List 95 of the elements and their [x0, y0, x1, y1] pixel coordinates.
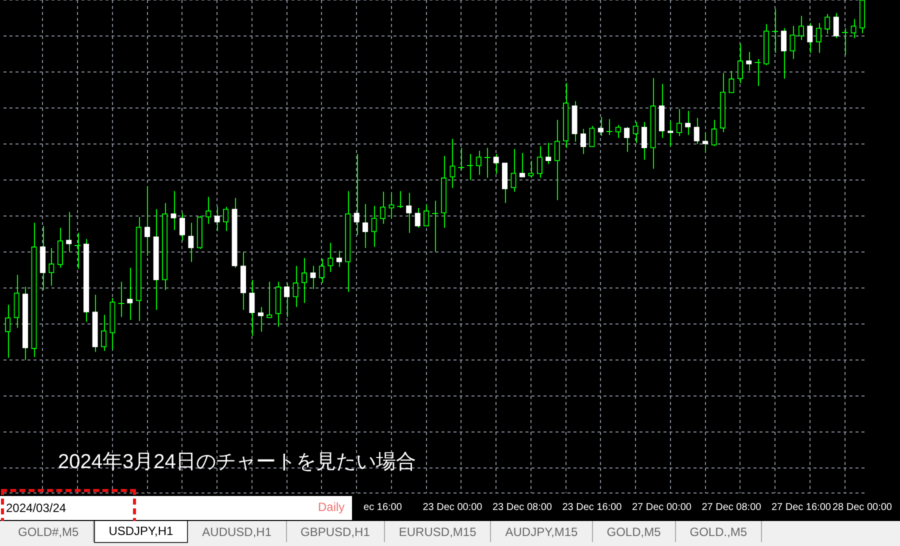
candlestick	[424, 204, 430, 226]
candlestick	[702, 132, 708, 152]
text: EURUSD,M15	[384, 521, 492, 542]
x-tick-label: 23 Dec 00:00	[422, 502, 483, 513]
candlestick	[144, 186, 150, 256]
candlestick	[632, 121, 638, 144]
x-tick-label: 27 Dec 00:00	[632, 502, 692, 513]
candlestick	[66, 211, 72, 252]
candlestick	[318, 258, 325, 284]
candlestick	[615, 124, 621, 138]
candlestick	[362, 204, 368, 248]
text: GOLD#,M5	[4, 521, 94, 542]
candlestick	[790, 25, 796, 60]
candlestick	[754, 58, 762, 87]
candlestick	[328, 242, 334, 273]
candlestick	[414, 207, 420, 228]
candlestick	[336, 250, 342, 268]
candlestick	[406, 192, 412, 234]
candlestick	[100, 314, 107, 352]
candlestick	[249, 279, 255, 336]
candlestick	[432, 200, 439, 252]
candlestick	[48, 247, 54, 286]
candlestick	[206, 196, 212, 224]
candlestick	[371, 205, 377, 248]
text: AUDUSD,H1	[188, 521, 287, 542]
candlestick	[850, 18, 856, 39]
text: USDJPY,H1	[94, 521, 188, 543]
candlestick	[214, 206, 220, 232]
candlestick	[624, 126, 630, 152]
candlestick	[676, 108, 682, 137]
candlestick	[118, 281, 125, 318]
candlestick	[519, 152, 526, 178]
candlestick	[694, 118, 700, 144]
candlestick	[824, 14, 830, 34]
candlestick	[388, 192, 394, 219]
text: 2024年3月24日のチャートを見たい場合	[58, 450, 416, 475]
candlestick	[598, 116, 604, 137]
candlestick	[589, 125, 595, 148]
candlestick	[476, 150, 482, 176]
candlestick	[737, 43, 744, 84]
candlestick	[127, 267, 133, 320]
candlestick	[450, 138, 456, 188]
candlestick	[711, 119, 717, 147]
candlestick	[833, 12, 839, 39]
x-tick-label: 28 Dec 00:00	[832, 502, 892, 513]
candlestick	[458, 147, 465, 170]
x-tick-label: 23 Dec 08:00	[492, 502, 552, 513]
text: AUDJPY,M15	[491, 521, 593, 542]
candlestick	[301, 258, 308, 304]
candlestick	[380, 191, 386, 224]
candlestick	[772, 8, 779, 54]
x-tick-label: ec 16:00	[364, 502, 402, 513]
candlestick	[466, 154, 474, 180]
candlestick	[510, 148, 516, 192]
candlestick	[354, 154, 360, 236]
candlestick	[310, 265, 316, 290]
x-tick-label: 23 Dec 16:00	[562, 502, 622, 513]
candlestick	[746, 51, 752, 72]
candlestick	[14, 274, 20, 328]
x-tick-label: 27 Dec 08:00	[702, 502, 762, 513]
text: GOLD,M5	[592, 521, 676, 542]
candlestick	[396, 190, 404, 208]
candlestick	[266, 281, 272, 318]
candlestick	[841, 28, 848, 56]
candlestick	[5, 304, 11, 358]
candlestick	[222, 206, 229, 232]
candlestick	[57, 227, 63, 268]
candlestick	[780, 28, 787, 80]
text: Daily	[318, 500, 345, 514]
candlestick	[74, 232, 82, 270]
candlestick	[807, 22, 813, 54]
candlestick	[546, 142, 552, 165]
candlestick	[284, 282, 290, 318]
candlestick	[798, 15, 804, 40]
candlestick	[658, 83, 665, 138]
candlestick	[170, 190, 176, 230]
candlestick	[606, 118, 613, 136]
candlestick	[728, 70, 734, 94]
candlestick	[816, 22, 822, 54]
candlestick	[580, 128, 586, 155]
candlestick	[536, 146, 542, 178]
candlestick	[528, 160, 534, 178]
candlestick	[641, 121, 648, 160]
text: 2024/03/24	[6, 501, 66, 515]
x-tick-label: 27 Dec 16:00	[771, 502, 832, 513]
candlestick	[188, 222, 194, 262]
text: GBPUSD,H1	[286, 521, 385, 542]
candlestick	[685, 110, 691, 136]
candlestick	[179, 212, 186, 242]
candlestick	[292, 265, 298, 308]
candlestick	[554, 119, 560, 201]
candlestick	[258, 306, 264, 332]
candlestick	[493, 154, 499, 174]
text: GOLD.,M5	[676, 521, 762, 542]
candlestick	[484, 147, 491, 178]
